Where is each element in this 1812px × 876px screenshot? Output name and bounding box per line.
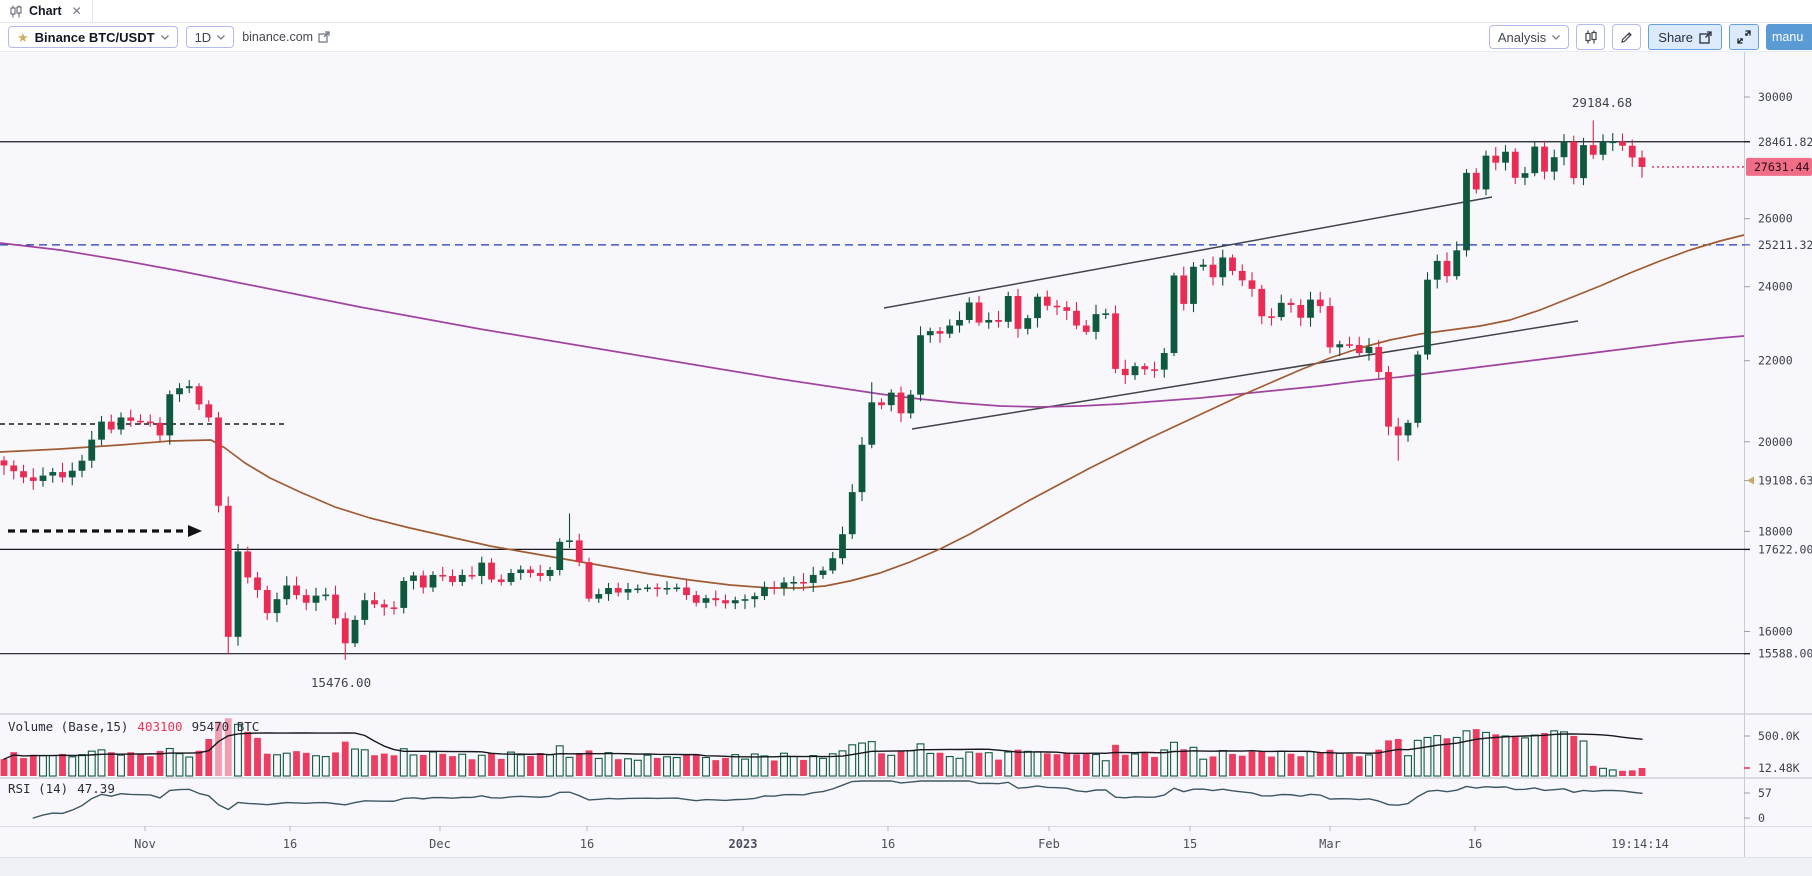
svg-text:16: 16 <box>580 837 594 851</box>
time-axis: Nov 16 Dec 16 2023 16 Feb 15 Mar 16 19:14:14 <box>134 826 1669 851</box>
rsi-pane-title[interactable]: RSI (14) 47.39 <box>8 781 115 796</box>
chart-toolbar: ★ Binance BTC/USDT 1D binance.com Analys… <box>0 23 1812 52</box>
svg-text:18000: 18000 <box>1758 524 1793 538</box>
svg-text:15: 15 <box>1183 837 1197 851</box>
chevron-down-icon <box>160 34 169 40</box>
draw-tool-button[interactable] <box>1612 24 1642 50</box>
volume-ma-line <box>3 732 1643 760</box>
symbol-label: Binance BTC/USDT <box>34 29 155 45</box>
symbol-selector-button[interactable]: ★ Binance BTC/USDT <box>8 26 178 48</box>
svg-text:16000: 16000 <box>1758 625 1793 639</box>
svg-text:28461.82: 28461.82 <box>1758 135 1812 149</box>
tab-chart-label: Chart <box>29 4 62 18</box>
price-annotations: 29184.68 15476.00 <box>311 95 1632 690</box>
candlestick-chart-icon <box>10 5 22 17</box>
analysis-dropdown-button[interactable]: Analysis <box>1488 25 1570 49</box>
account-label: manu <box>1772 30 1804 44</box>
chevron-down-icon <box>217 34 226 40</box>
svg-text:0: 0 <box>1758 811 1765 825</box>
tab-bar: Chart ✕ <box>0 0 1812 23</box>
source-link-label: binance.com <box>242 30 314 44</box>
horizontal-level-lines <box>0 141 1744 655</box>
analysis-label: Analysis <box>1497 29 1547 45</box>
svg-text:17622.00: 17622.00 <box>1758 542 1812 556</box>
svg-text:12.48K: 12.48K <box>1758 761 1800 775</box>
price-axis: 30000 28461.82 26000 25211.32 24000 22000 2000… <box>1744 52 1812 857</box>
share-external-icon <box>1699 30 1712 44</box>
svg-text:500.0K: 500.0K <box>1758 729 1800 743</box>
share-button[interactable]: Share <box>1648 24 1722 50</box>
svg-text:16: 16 <box>1468 837 1482 851</box>
external-link-icon <box>318 31 330 43</box>
fullscreen-toggle-button[interactable] <box>1729 24 1759 50</box>
share-label: Share <box>1658 29 1693 45</box>
candlesticks-icon <box>1585 30 1597 44</box>
svg-text:24000: 24000 <box>1758 280 1793 294</box>
svg-text:25211.32: 25211.32 <box>1758 238 1812 252</box>
volume-indicator-label: Volume (Base,15) <box>8 719 129 734</box>
svg-text:Feb: Feb <box>1038 837 1060 851</box>
rsi-value: 47.39 <box>77 781 115 796</box>
moving-averages <box>0 234 1745 589</box>
chart-style-button[interactable] <box>1576 24 1606 50</box>
volume-series <box>0 718 1646 777</box>
svg-text:Dec: Dec <box>429 837 451 851</box>
tab-chart[interactable]: Chart ✕ <box>0 0 93 22</box>
pencil-icon <box>1621 31 1633 43</box>
rsi-line <box>32 780 1643 819</box>
account-button[interactable]: manu <box>1766 24 1812 50</box>
svg-text:19:14:14: 19:14:14 <box>1611 837 1669 851</box>
rsi-indicator-label: RSI (14) <box>8 781 69 796</box>
svg-text:15476.00: 15476.00 <box>311 675 371 690</box>
source-link[interactable]: binance.com <box>242 30 330 44</box>
svg-text:27631.44: 27631.44 <box>1754 160 1809 174</box>
volume-ma-value: 95470 BTC <box>191 719 260 734</box>
svg-text:29184.68: 29184.68 <box>1572 95 1632 110</box>
favorite-star-icon[interactable]: ★ <box>17 29 29 45</box>
svg-text:16: 16 <box>881 837 895 851</box>
pane-separators <box>0 713 1812 876</box>
svg-text:57: 57 <box>1758 786 1772 800</box>
svg-text:Mar: Mar <box>1319 837 1341 851</box>
volume-value: 403100 <box>137 719 183 734</box>
svg-text:22000: 22000 <box>1758 354 1793 368</box>
user-drawings <box>0 196 1579 537</box>
chevron-down-icon <box>1552 34 1561 40</box>
interval-label: 1D <box>194 29 212 45</box>
collapse-expand-icon <box>1737 30 1751 44</box>
svg-text:2023: 2023 <box>729 837 758 851</box>
svg-text:Nov: Nov <box>134 837 156 851</box>
toolbar-right-group: Analysis Share <box>1488 24 1812 50</box>
svg-text:26000: 26000 <box>1758 212 1793 226</box>
svg-text:19108.63: 19108.63 <box>1758 474 1812 488</box>
candles-series <box>0 120 1646 660</box>
svg-text:16: 16 <box>283 837 297 851</box>
interval-selector-button[interactable]: 1D <box>185 26 235 48</box>
tab-close-icon[interactable]: ✕ <box>71 4 82 18</box>
svg-text:15588.00: 15588.00 <box>1758 647 1812 661</box>
svg-text:20000: 20000 <box>1758 435 1793 449</box>
volume-pane-title[interactable]: Volume (Base,15) 403100 95470 BTC <box>8 719 259 734</box>
svg-text:30000: 30000 <box>1758 90 1793 104</box>
